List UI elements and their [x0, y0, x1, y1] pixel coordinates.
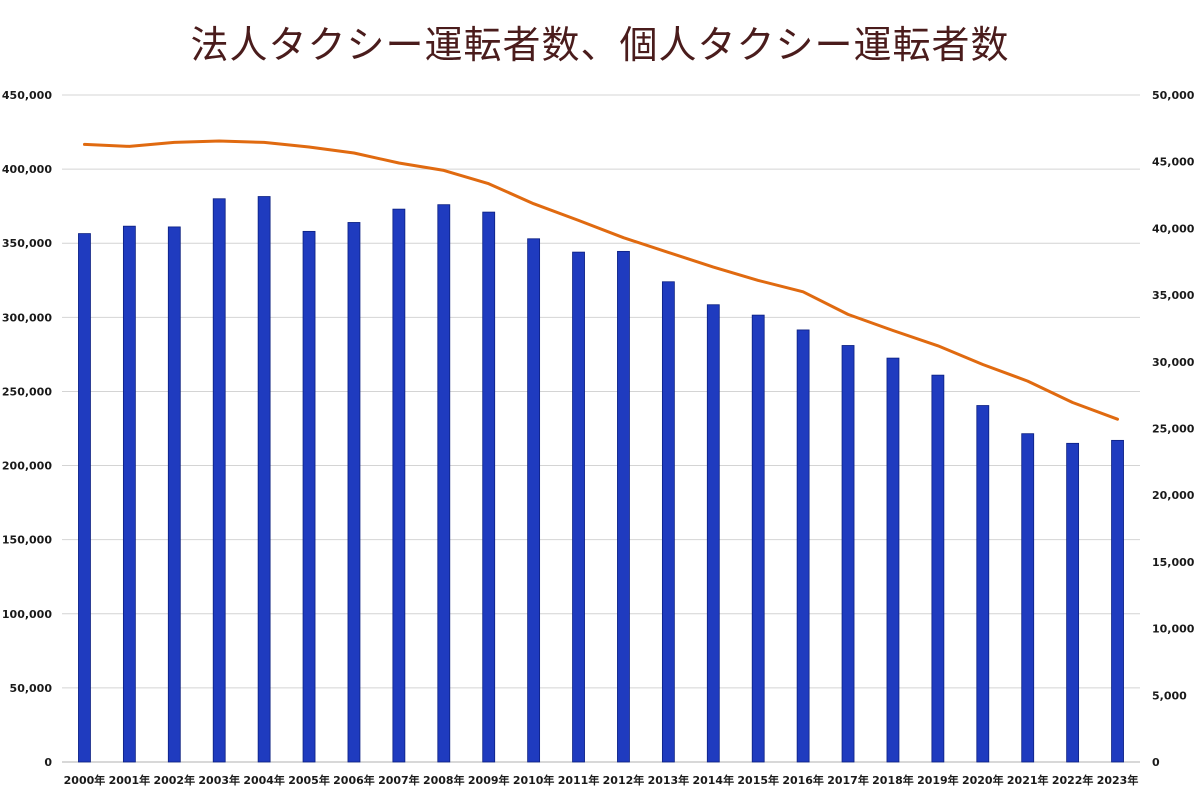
x-tick-label: 2022年 [1052, 773, 1094, 787]
bar [167, 226, 181, 763]
bar [931, 374, 945, 763]
line-series-path [83, 139, 1119, 421]
x-tick-label: 2005年 [288, 773, 330, 787]
bar [1111, 439, 1124, 763]
x-tick-label: 2018年 [872, 773, 914, 787]
bar [527, 238, 541, 763]
x-tick-label: 2011年 [558, 773, 600, 787]
chart-title: 法人タクシー運転者数、個人タクシー運転者数 [190, 23, 1010, 67]
right-tick-label: 50,000 [1152, 89, 1195, 102]
bar [302, 230, 316, 763]
x-tick-label: 2002年 [153, 773, 195, 787]
x-axis: 2000年 2001年 2002年 2003年 2004年 2005年 2006年 2007年… [64, 773, 1139, 787]
left-tick-label: 200,000 [2, 460, 52, 473]
left-tick-label: 250,000 [2, 385, 52, 398]
right-tick-label: 5,000 [1152, 689, 1187, 702]
right-tick-label: 0 [1152, 756, 1160, 769]
x-tick-label: 2010年 [513, 773, 555, 787]
x-tick-label: 2013年 [648, 773, 690, 787]
right-tick-label: 25,000 [1152, 423, 1195, 436]
left-tick-label: 450,000 [2, 89, 52, 102]
x-tick-label: 2021年 [1007, 773, 1049, 787]
bar [122, 225, 136, 763]
left-tick-label: 300,000 [2, 311, 52, 324]
left-tick-label: 150,000 [2, 534, 52, 547]
bar [1066, 442, 1080, 763]
bar-series [78, 196, 1124, 763]
left-tick-label: 400,000 [2, 163, 52, 176]
x-tick-label: 2006年 [333, 773, 375, 787]
right-axis: 0 5,000 10,000 15,000 20,000 25,000 30,000 35,0… [1152, 89, 1195, 769]
left-tick-label: 100,000 [2, 608, 52, 621]
x-tick-label: 2019年 [917, 773, 959, 787]
x-tick-label: 2003年 [198, 773, 240, 787]
left-tick-label: 350,000 [2, 237, 52, 250]
x-tick-label: 2020年 [962, 773, 1004, 787]
bar [212, 198, 226, 763]
left-axis: 0 50,000 100,000 150,000 200,000 250,000 300,0… [2, 89, 52, 769]
gridlines [62, 94, 1140, 763]
bar [437, 204, 451, 763]
bar [751, 314, 765, 763]
x-tick-label: 2000年 [64, 773, 106, 787]
right-tick-label: 30,000 [1152, 356, 1195, 369]
bar [841, 345, 855, 763]
right-tick-label: 15,000 [1152, 556, 1195, 569]
bar [796, 329, 810, 763]
x-tick-label: 2023年 [1097, 773, 1139, 787]
bar [661, 281, 675, 763]
bar [886, 357, 900, 763]
right-tick-label: 40,000 [1152, 222, 1195, 235]
x-tick-label: 2004年 [243, 773, 285, 787]
right-tick-label: 20,000 [1152, 489, 1195, 502]
bar [482, 211, 496, 763]
bar [617, 250, 630, 763]
bar [392, 208, 406, 763]
x-tick-label: 2012年 [603, 773, 645, 787]
x-tick-label: 2016年 [782, 773, 824, 787]
bar [976, 405, 990, 763]
bar [347, 222, 361, 763]
bar [1021, 433, 1035, 763]
x-tick-label: 2017年 [827, 773, 869, 787]
x-tick-label: 2008年 [423, 773, 465, 787]
x-tick-label: 2001年 [109, 773, 151, 787]
x-tick-label: 2015年 [737, 773, 779, 787]
x-tick-label: 2009年 [468, 773, 510, 787]
bar [572, 251, 585, 763]
left-tick-label: 0 [44, 756, 52, 769]
right-tick-label: 10,000 [1152, 623, 1195, 636]
x-tick-label: 2007年 [378, 773, 420, 787]
bar [257, 196, 271, 763]
right-tick-label: 45,000 [1152, 156, 1195, 169]
bar [78, 233, 91, 763]
left-tick-label: 50,000 [10, 682, 53, 695]
line-series [83, 139, 1119, 421]
right-tick-label: 35,000 [1152, 289, 1195, 302]
x-tick-label: 2014年 [692, 773, 734, 787]
bar [706, 304, 720, 763]
